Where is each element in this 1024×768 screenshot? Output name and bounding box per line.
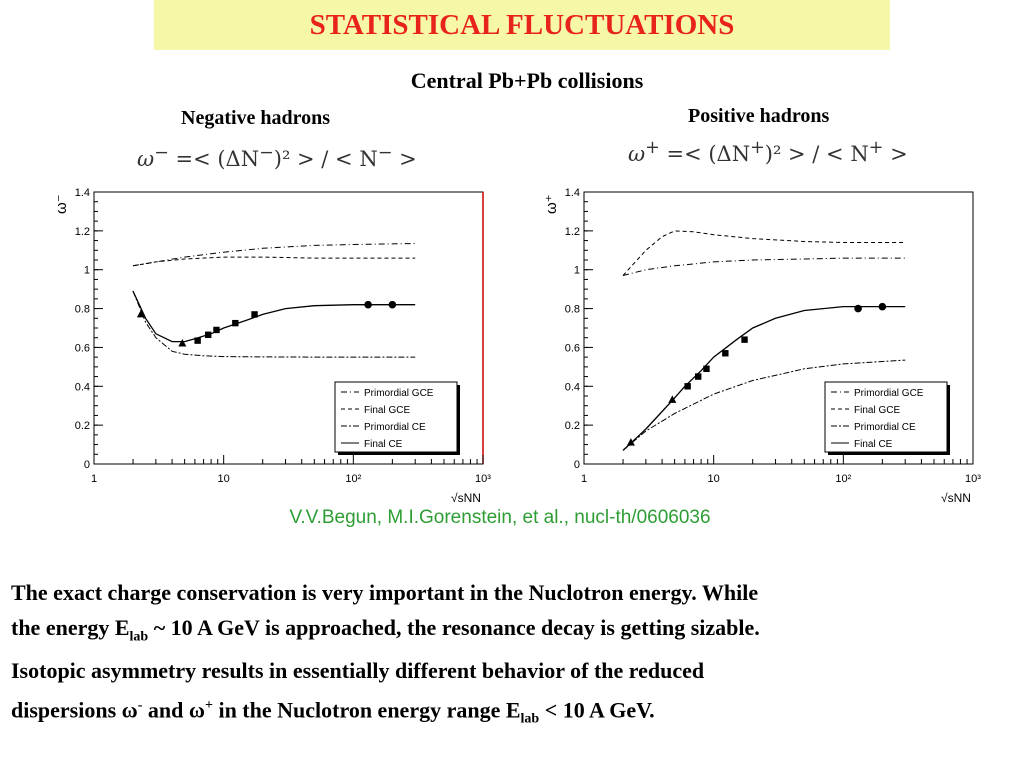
x-tick-label: 10 — [218, 473, 230, 485]
y-tick-label: 0.6 — [75, 342, 90, 354]
x-tick-label: 10³ — [475, 473, 491, 485]
data-point-triangle — [668, 395, 677, 403]
legend-label: Final GCE — [854, 405, 900, 416]
y-tick-label: 0.8 — [565, 304, 580, 316]
y-tick-label: 0.2 — [565, 420, 580, 432]
positive-hadrons-chart: 0 0.2 0.4 0.6 0.8 1 1.2 1.4 1 10 10² 10³ ω⁺ √sNN Primo… — [543, 187, 981, 505]
data-point-circle — [364, 300, 372, 309]
body-paragraph: The exact charge conservation is very im… — [11, 576, 1011, 737]
legend-label: Primordial CE — [364, 422, 426, 433]
right-panel-title: Positive hadrons — [688, 105, 830, 127]
data-point-square — [251, 311, 258, 318]
legend-label: Primordial GCE — [364, 388, 434, 399]
slide-title: STATISTICAL FLUCTUATIONS — [309, 8, 735, 41]
legend-box — [334, 381, 458, 453]
y-tick-label: 1.2 — [75, 226, 90, 238]
y-tick-label: 0.4 — [75, 381, 90, 393]
data-point-circle — [854, 304, 862, 313]
data-point-triangle — [136, 309, 145, 318]
data-point-square — [232, 319, 239, 327]
y-tick-label: 1.2 — [565, 226, 580, 238]
title-banner: STATISTICAL FLUCTUATIONS — [154, 0, 890, 50]
y-tick-label: 0.6 — [565, 342, 580, 354]
series-line — [622, 305, 906, 451]
data-point-square — [205, 331, 212, 338]
series-line — [622, 230, 906, 276]
data-point-circle — [388, 300, 397, 309]
legend-label: Primordial GCE — [854, 388, 924, 399]
x-tick-label: 10² — [835, 473, 851, 485]
legend-label: Final GCE — [364, 405, 410, 416]
data-point-triangle — [178, 339, 187, 347]
data-point-circle — [878, 302, 887, 311]
y-tick-label: 1.4 — [75, 187, 90, 199]
y-axis-label: ω⁻ — [53, 194, 70, 214]
y-tick-label: 1.4 — [565, 187, 580, 199]
legend-label: Final CE — [364, 439, 403, 450]
left-formula: ω− =< (ΔN−)² > / < N− > — [137, 143, 417, 171]
body-line-1: The exact charge conservation is very im… — [11, 580, 759, 605]
data-point-triangle — [626, 438, 635, 446]
citation: V.V.Begun, M.I.Gorenstein, et al., nucl-… — [289, 507, 711, 528]
series-line — [132, 256, 416, 267]
data-point-square — [722, 350, 729, 357]
data-point-square — [741, 336, 748, 343]
x-tick-label: 10³ — [965, 473, 981, 485]
data-point-square — [695, 373, 702, 380]
series-line — [132, 290, 416, 358]
body-line-2: the energy Elab ~ 10 A GeV is approached… — [11, 614, 760, 644]
y-tick-label: 1 — [574, 265, 580, 277]
x-tick-label: 1 — [581, 473, 587, 485]
series-line — [622, 257, 906, 276]
x-tick-label: 10² — [345, 473, 361, 485]
data-point-square — [684, 383, 691, 390]
negative-hadrons-chart: 0 0.2 0.4 0.6 0.8 1 1.2 1.4 1 10 10² 10³ ω⁻ √sNN Primo… — [53, 187, 491, 505]
left-panel-title: Negative hadrons — [181, 107, 331, 129]
legend-label: Final CE — [854, 439, 893, 450]
y-tick-label: 0 — [84, 459, 90, 471]
y-tick-label: 0.8 — [75, 304, 90, 316]
series-line — [132, 290, 416, 343]
y-tick-label: 1 — [84, 265, 90, 277]
data-point-square — [194, 337, 201, 344]
y-tick-label: 0.4 — [565, 381, 580, 393]
body-line-3: Isotopic asymmetry results in essentiall… — [11, 658, 705, 684]
legend-label: Primordial CE — [854, 422, 916, 433]
slide-subtitle: Central Pb+Pb collisions — [410, 68, 644, 93]
y-axis-label: ω⁺ — [543, 194, 560, 214]
body-line-4: dispersions ω- and ω+ in the Nuclotron e… — [11, 697, 655, 727]
data-point-square — [213, 326, 220, 334]
right-formula: ω+ =< (ΔN+)² > / < N+ > — [628, 138, 908, 166]
x-tick-label: 1 — [91, 473, 97, 485]
data-point-square — [703, 365, 710, 372]
x-axis-label: √sNN — [941, 491, 971, 505]
legend-box — [824, 381, 948, 453]
x-tick-label: 10 — [708, 473, 720, 485]
x-axis-label: √sNN — [451, 491, 481, 505]
y-tick-label: 0.2 — [75, 420, 90, 432]
y-tick-label: 0 — [574, 459, 580, 471]
